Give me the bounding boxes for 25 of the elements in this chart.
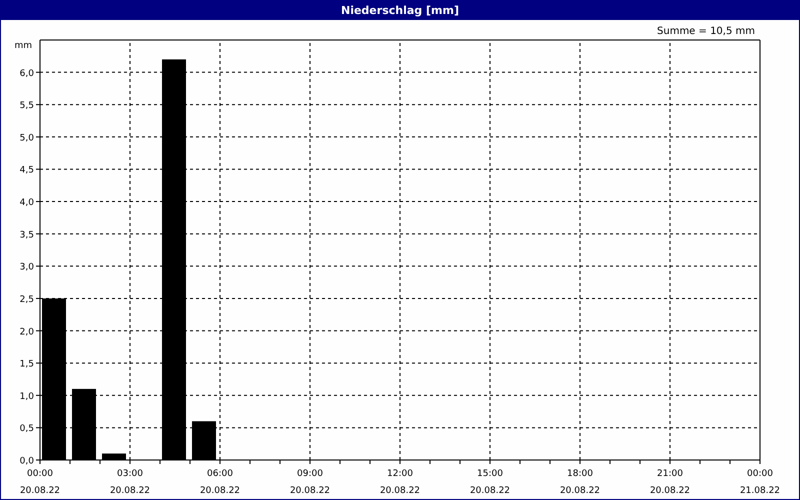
x-tick-label: 09:00 20.08.22 bbox=[290, 469, 330, 496]
y-tick-label: 0,5 bbox=[20, 424, 34, 434]
x-tick-label: 03:00 20.08.22 bbox=[110, 469, 150, 496]
y-tick-label: 4,0 bbox=[20, 198, 34, 208]
x-tick-label: 15:00 20.08.22 bbox=[470, 469, 510, 496]
y-tick-label: 0,0 bbox=[20, 456, 34, 466]
text: Summe = 10,5 mm bbox=[657, 26, 755, 37]
y-tick-label: 3,0 bbox=[20, 262, 34, 273]
y-tick-label: 3,5 bbox=[20, 230, 34, 240]
y-tick-label: 4,5 bbox=[20, 166, 34, 176]
y-tick-label: 1,5 bbox=[20, 360, 34, 370]
y-tick-label: 5,5 bbox=[20, 101, 34, 112]
y-tick-label: 1,0 bbox=[20, 392, 34, 402]
x-tick-label: 06:00 20.08.22 bbox=[200, 469, 240, 496]
x-tick-label: 00:00 21.08.22 bbox=[740, 469, 780, 496]
x-tick-label: 12:00 20.08.22 bbox=[380, 469, 420, 496]
y-tick-label: 5,0 bbox=[20, 133, 34, 144]
y-tick-label: 2,0 bbox=[20, 327, 34, 338]
chart-title: Niederschlag [mm] bbox=[341, 4, 459, 17]
y-tick-label: 2,5 bbox=[20, 294, 34, 305]
x-tick-label: 18:00 20.08.22 bbox=[560, 469, 600, 496]
x-tick-label: 00:00 20.08.22 bbox=[20, 469, 60, 496]
y-axis-title: mm bbox=[14, 41, 32, 51]
x-tick-label: 21:00 20.08.22 bbox=[650, 469, 690, 496]
y-tick-label: 6,0 bbox=[20, 68, 34, 79]
